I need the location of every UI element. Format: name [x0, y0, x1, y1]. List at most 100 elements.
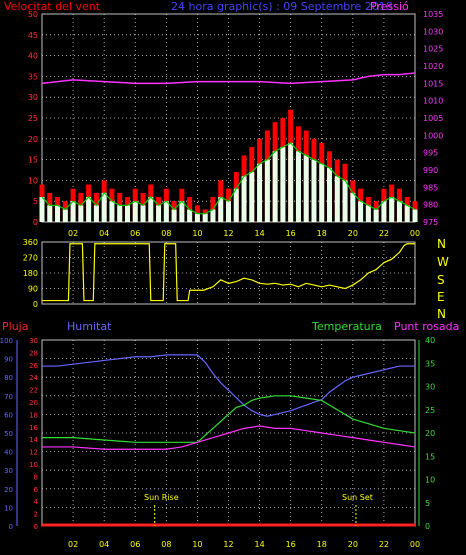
compass-label-w: W — [437, 255, 449, 269]
x-tick-label: 02 — [68, 540, 78, 549]
wind-average-bar — [350, 192, 356, 222]
temperature-title: Temperatura — [311, 320, 382, 333]
humidity-tick-label: 70 — [4, 393, 13, 401]
direction-tick-label: 360 — [23, 238, 38, 247]
wind-average-bar — [272, 151, 278, 222]
rain-tick-label: 6 — [34, 486, 39, 494]
x-tick-label: 08 — [161, 229, 171, 238]
wind-average-bar — [86, 197, 92, 222]
wind-average-bar — [358, 201, 364, 222]
x-tick-label: 20 — [348, 229, 358, 238]
humidity-tick-label: 10 — [4, 504, 13, 512]
rain-tick-label: 28 — [29, 349, 38, 357]
x-tick-label: 02 — [68, 229, 78, 238]
pressure-tick-label: 1010 — [423, 97, 443, 106]
wind-average-bar — [187, 209, 193, 222]
compass-label-s: S — [437, 273, 445, 287]
wind-tick-label: 20 — [28, 135, 38, 144]
x-tick-label: 20 — [348, 540, 358, 549]
wind-average-bar — [163, 201, 169, 222]
rain-title: Pluja — [2, 320, 28, 333]
humidity-tick-label: 30 — [4, 467, 13, 475]
rain-tick-label: 24 — [29, 374, 38, 382]
humidity-tick-label: 50 — [4, 430, 13, 438]
humidity-title: Humitat — [67, 320, 112, 333]
rain-tick-label: 8 — [34, 473, 38, 481]
temperature-tick-label: 5 — [425, 499, 430, 508]
wind-average-bar — [295, 151, 301, 222]
wind-average-bar — [179, 201, 185, 222]
pressure-tick-label: 1005 — [423, 114, 443, 123]
x-tick-label: 14 — [254, 229, 264, 238]
pressure-line — [41, 72, 416, 85]
wind-average-bar — [109, 201, 115, 222]
wind-average-bar — [39, 197, 45, 222]
temperature-tick-label: 40 — [425, 336, 435, 345]
x-tick-label: 22 — [379, 540, 389, 549]
pressure-tick-label: 995 — [423, 149, 438, 158]
wind-average-bar — [194, 213, 200, 222]
pressure-tick-label: 1015 — [423, 79, 443, 88]
pressure-tick-label: 1025 — [423, 45, 443, 54]
wind-average-bar — [264, 159, 270, 222]
x-tick-label: 04 — [99, 229, 109, 238]
chart-date-title: 24 hora graphic(s) : 09 Septembre 2018 — [171, 0, 393, 13]
rain-tick-label: 16 — [29, 424, 38, 432]
wind-average-bar — [257, 163, 263, 222]
pressure-title: Pressió — [370, 0, 409, 13]
wind-average-bar — [396, 201, 402, 222]
x-tick-label: 10 — [192, 229, 202, 238]
rain-tick-label: 2 — [34, 511, 38, 519]
temperature-tick-label: 0 — [425, 522, 430, 531]
x-tick-label: 06 — [130, 229, 140, 238]
pressure-tick-label: 1030 — [423, 27, 443, 36]
pressure-tick-label: 1035 — [423, 10, 443, 19]
rain-tick-label: 0 — [34, 523, 38, 531]
wind-average-bar — [62, 209, 68, 222]
direction-tick-label: 0 — [33, 300, 38, 309]
wind-average-bar — [288, 142, 294, 222]
humidity-tick-label: 0 — [9, 523, 13, 531]
humidity-tick-label: 40 — [4, 449, 13, 457]
sunrise-label: Sun Rise — [144, 493, 179, 502]
rain-tick-label: 14 — [29, 436, 38, 444]
wind-tick-label: 25 — [28, 114, 38, 123]
wind-tick-label: 35 — [28, 72, 38, 81]
compass-label-n-bottom: N — [437, 307, 446, 321]
wind-average-bar — [140, 205, 146, 222]
wind-average-bar — [47, 205, 53, 222]
x-tick-label: 04 — [99, 540, 109, 549]
wind-average-bar — [202, 213, 208, 222]
x-tick-label: 00 — [410, 229, 420, 238]
wind-tick-label: 30 — [28, 93, 38, 102]
rain-tick-label: 10 — [29, 461, 38, 469]
pressure-tick-label: 985 — [423, 183, 438, 192]
sunset-label: Sun Set — [342, 493, 373, 502]
pressure-tick-label: 1020 — [423, 62, 443, 71]
humidity-line — [42, 354, 415, 417]
rain-tick-label: 12 — [29, 449, 38, 457]
rain-tick-label: 20 — [29, 399, 38, 407]
dew-point-line — [42, 425, 416, 450]
wind-average-bar — [218, 197, 224, 222]
x-tick-label: 18 — [317, 540, 327, 549]
wind-average-bar — [124, 205, 130, 222]
wind-average-bar — [78, 205, 84, 222]
compass-label-e: E — [437, 290, 445, 304]
pressure-tick-label: 1000 — [423, 131, 443, 140]
pressure-tick-label: 990 — [423, 166, 438, 175]
x-tick-label: 10 — [192, 540, 202, 549]
pressure-tick-label: 975 — [423, 218, 438, 227]
temperature-tick-label: 30 — [425, 383, 435, 392]
humidity-tick-label: 80 — [4, 374, 13, 382]
wind-average-bar — [132, 201, 138, 222]
temperature-tick-label: 10 — [425, 476, 435, 485]
wind-average-bar — [233, 188, 239, 222]
wind-speed-title: Velocitat del vent — [4, 0, 101, 13]
x-tick-label: 16 — [286, 229, 296, 238]
direction-tick-label: 90 — [28, 285, 38, 294]
temperature-tick-label: 35 — [425, 359, 435, 368]
wind-average-bar — [342, 180, 348, 222]
wind-average-bar — [148, 197, 154, 222]
